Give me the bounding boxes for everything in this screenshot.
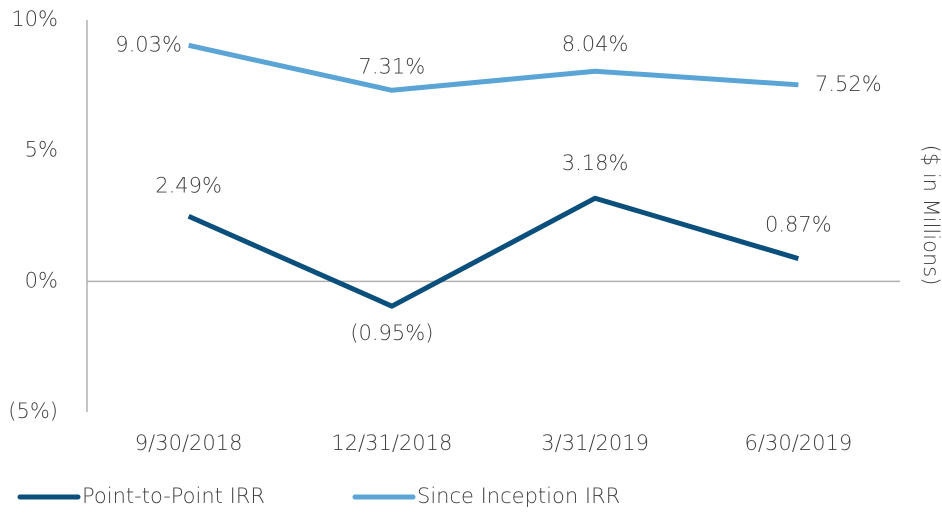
data-label: 7.31% (359, 54, 426, 78)
line-series (187, 195, 800, 309)
legend-label: Since Inception IRR (417, 484, 620, 508)
data-label: 8.04% (562, 32, 629, 56)
data-label: 2.49% (155, 173, 222, 197)
y-tick-label: 0% (25, 268, 58, 292)
x-tick-label: 6/30/2019 (745, 431, 853, 455)
data-label: 3.18% (562, 151, 629, 175)
y-tick-label: (5%) (8, 399, 58, 423)
y-tick-label: 5% (25, 138, 58, 162)
y2-axis-label: ($ in Millions) (919, 145, 942, 286)
legend-label: Point-to-Point IRR (82, 484, 265, 508)
x-tick-label: 12/31/2018 (331, 431, 452, 455)
data-label: 7.52% (815, 72, 882, 96)
data-label: 0.87% (765, 213, 832, 237)
y-tick-label: 10% (11, 7, 58, 31)
data-label: 9.03% (115, 32, 182, 56)
data-label: (0.95%) (350, 321, 433, 345)
x-tick-label: 9/30/2018 (135, 431, 243, 455)
line-series (188, 42, 799, 93)
x-tick-label: 3/31/2019 (541, 431, 649, 455)
